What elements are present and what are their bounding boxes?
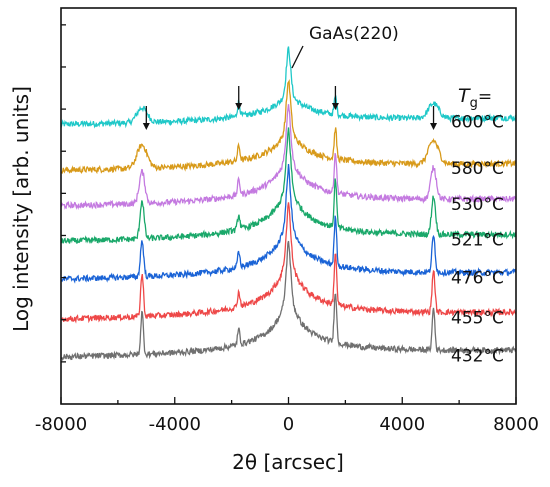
peak-label: GaAs(220) <box>309 24 399 44</box>
arrow-head <box>331 103 339 110</box>
tg-subscript: g <box>470 96 478 111</box>
series-label: 580°C <box>451 159 504 179</box>
plot-lines <box>60 46 517 362</box>
peak-annotation: GaAs(220) <box>291 24 399 69</box>
x-tick-label: 0 <box>283 414 294 435</box>
series-label: 476°C <box>451 269 504 289</box>
satellite-peak-arrows <box>142 86 438 130</box>
series-line-521°C <box>60 127 517 245</box>
arrow-head <box>430 123 438 130</box>
series-label: 600°C <box>451 113 504 133</box>
tg-symbol: T <box>458 85 471 107</box>
x-axis-ticks: -8000 -4000 0 4000 8000 <box>35 397 539 435</box>
x-tick-label: -4000 <box>149 414 201 435</box>
series-label: 455°C <box>451 309 504 329</box>
temperature-labels: 600°C 580°C 530°C 521°C 476°C 455°C 432°C <box>451 113 504 367</box>
series-line-600°C <box>60 46 517 129</box>
y-axis-title: Log intensity [arb. units] <box>9 86 33 332</box>
x-axis-title: 2θ [arcsec] <box>232 450 344 474</box>
series-line-580°C <box>60 79 517 175</box>
tg-equals: = <box>478 87 492 107</box>
x-tick-label: 8000 <box>493 414 539 435</box>
x-tick-label: -8000 <box>35 414 87 435</box>
series-line-455°C <box>60 202 517 324</box>
tg-label: Tg= <box>458 85 492 111</box>
tg-text: Tg= <box>458 85 492 111</box>
series-label: 530°C <box>451 195 504 215</box>
series-line-432°C <box>60 240 517 362</box>
series-line-530°C <box>60 104 517 211</box>
arrow-head <box>142 123 150 130</box>
arrow-head <box>235 103 243 110</box>
series-line-476°C <box>60 163 517 284</box>
x-tick-label: 4000 <box>379 414 425 435</box>
series-label: 432°C <box>451 347 504 367</box>
peak-leader-line <box>291 45 304 69</box>
series-label: 521°C <box>451 231 504 251</box>
